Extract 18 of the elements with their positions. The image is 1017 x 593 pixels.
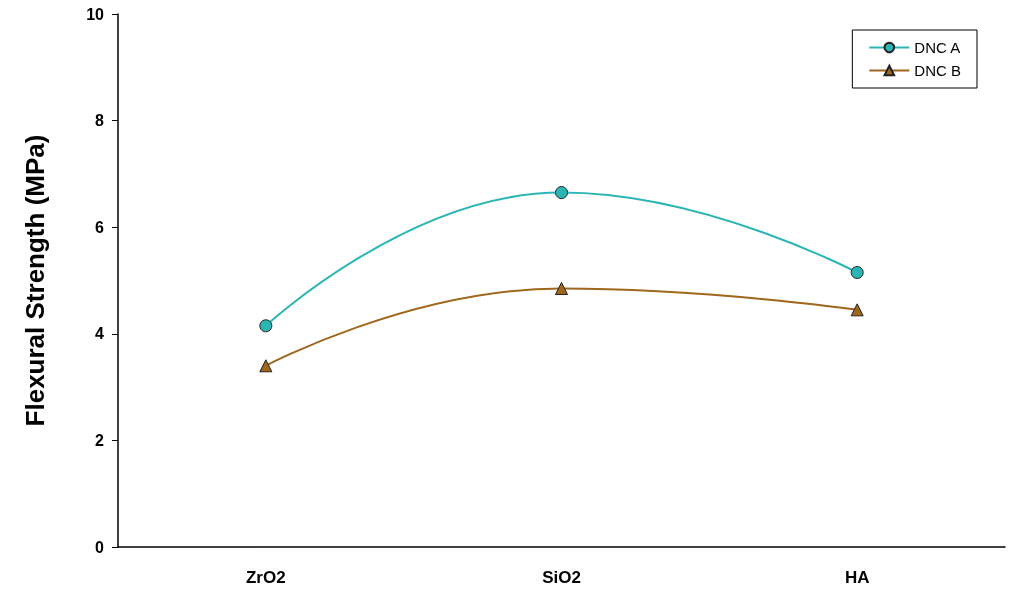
y-tick-label: 4 [95, 325, 105, 343]
point [259, 359, 273, 373]
point [259, 319, 273, 333]
x-tick-label: HA [844, 568, 870, 587]
x-tick-label: SiO2 [542, 568, 581, 587]
y-tick-label: 10 [86, 5, 105, 23]
y-tick-label: 0 [95, 538, 105, 556]
y-tick-label: 6 [95, 218, 105, 236]
point [555, 186, 568, 200]
point [850, 303, 864, 317]
legend-label: DNC B [914, 62, 961, 79]
x-tick-label: ZrO2 [245, 568, 286, 587]
y-axis-title: Flexural Strength (MPa) [20, 134, 50, 427]
legend-label: DNC A [914, 39, 961, 56]
point [555, 281, 568, 295]
point [850, 266, 864, 279]
y-tick-label: 2 [95, 431, 105, 449]
y-tick-label: 8 [95, 112, 105, 130]
